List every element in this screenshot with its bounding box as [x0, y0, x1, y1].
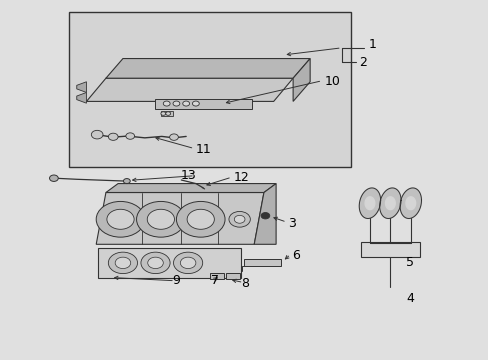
Circle shape: [147, 209, 174, 229]
Text: 6: 6: [291, 249, 300, 262]
Circle shape: [147, 257, 163, 269]
Polygon shape: [385, 197, 394, 210]
Bar: [98, 248, 241, 278]
Text: 2: 2: [358, 55, 366, 69]
Polygon shape: [96, 193, 264, 244]
Circle shape: [96, 202, 144, 237]
Polygon shape: [106, 59, 309, 78]
Circle shape: [169, 134, 178, 140]
Text: 8: 8: [241, 277, 249, 290]
Text: 7: 7: [211, 274, 219, 287]
Circle shape: [108, 252, 137, 274]
Circle shape: [180, 257, 196, 269]
Polygon shape: [106, 184, 276, 193]
Polygon shape: [86, 78, 292, 102]
Polygon shape: [379, 188, 400, 219]
Polygon shape: [399, 188, 421, 219]
Polygon shape: [359, 188, 380, 219]
Polygon shape: [77, 82, 86, 93]
Text: 9: 9: [172, 274, 180, 287]
Circle shape: [91, 130, 103, 139]
Polygon shape: [292, 59, 309, 102]
Circle shape: [165, 112, 170, 115]
Circle shape: [163, 101, 170, 106]
Bar: [361, 242, 419, 257]
Circle shape: [125, 133, 134, 139]
Bar: [161, 111, 173, 116]
Text: 4: 4: [405, 292, 413, 305]
Circle shape: [136, 202, 185, 237]
Bar: [69, 12, 351, 167]
Circle shape: [183, 101, 189, 106]
Polygon shape: [77, 93, 86, 103]
Text: 5: 5: [405, 256, 413, 269]
Text: 10: 10: [324, 75, 340, 88]
Bar: [154, 99, 251, 109]
Circle shape: [123, 179, 130, 184]
Text: 3: 3: [287, 217, 296, 230]
Circle shape: [141, 252, 170, 274]
Circle shape: [228, 211, 250, 227]
Circle shape: [49, 175, 58, 181]
Circle shape: [161, 112, 165, 115]
Circle shape: [261, 212, 269, 219]
Bar: [244, 258, 281, 266]
Text: 13: 13: [181, 169, 197, 182]
Circle shape: [107, 209, 134, 229]
Bar: [225, 273, 239, 279]
Polygon shape: [365, 197, 374, 210]
Circle shape: [187, 209, 214, 229]
Circle shape: [173, 101, 180, 106]
Text: 12: 12: [233, 171, 249, 184]
Circle shape: [173, 252, 202, 274]
Circle shape: [176, 202, 224, 237]
Circle shape: [115, 257, 130, 269]
Text: 11: 11: [196, 143, 211, 156]
Polygon shape: [405, 197, 415, 210]
Bar: [210, 273, 224, 279]
Text: 1: 1: [368, 38, 376, 51]
Polygon shape: [254, 184, 276, 244]
Circle shape: [108, 133, 118, 140]
Circle shape: [192, 101, 199, 106]
Circle shape: [234, 215, 244, 223]
